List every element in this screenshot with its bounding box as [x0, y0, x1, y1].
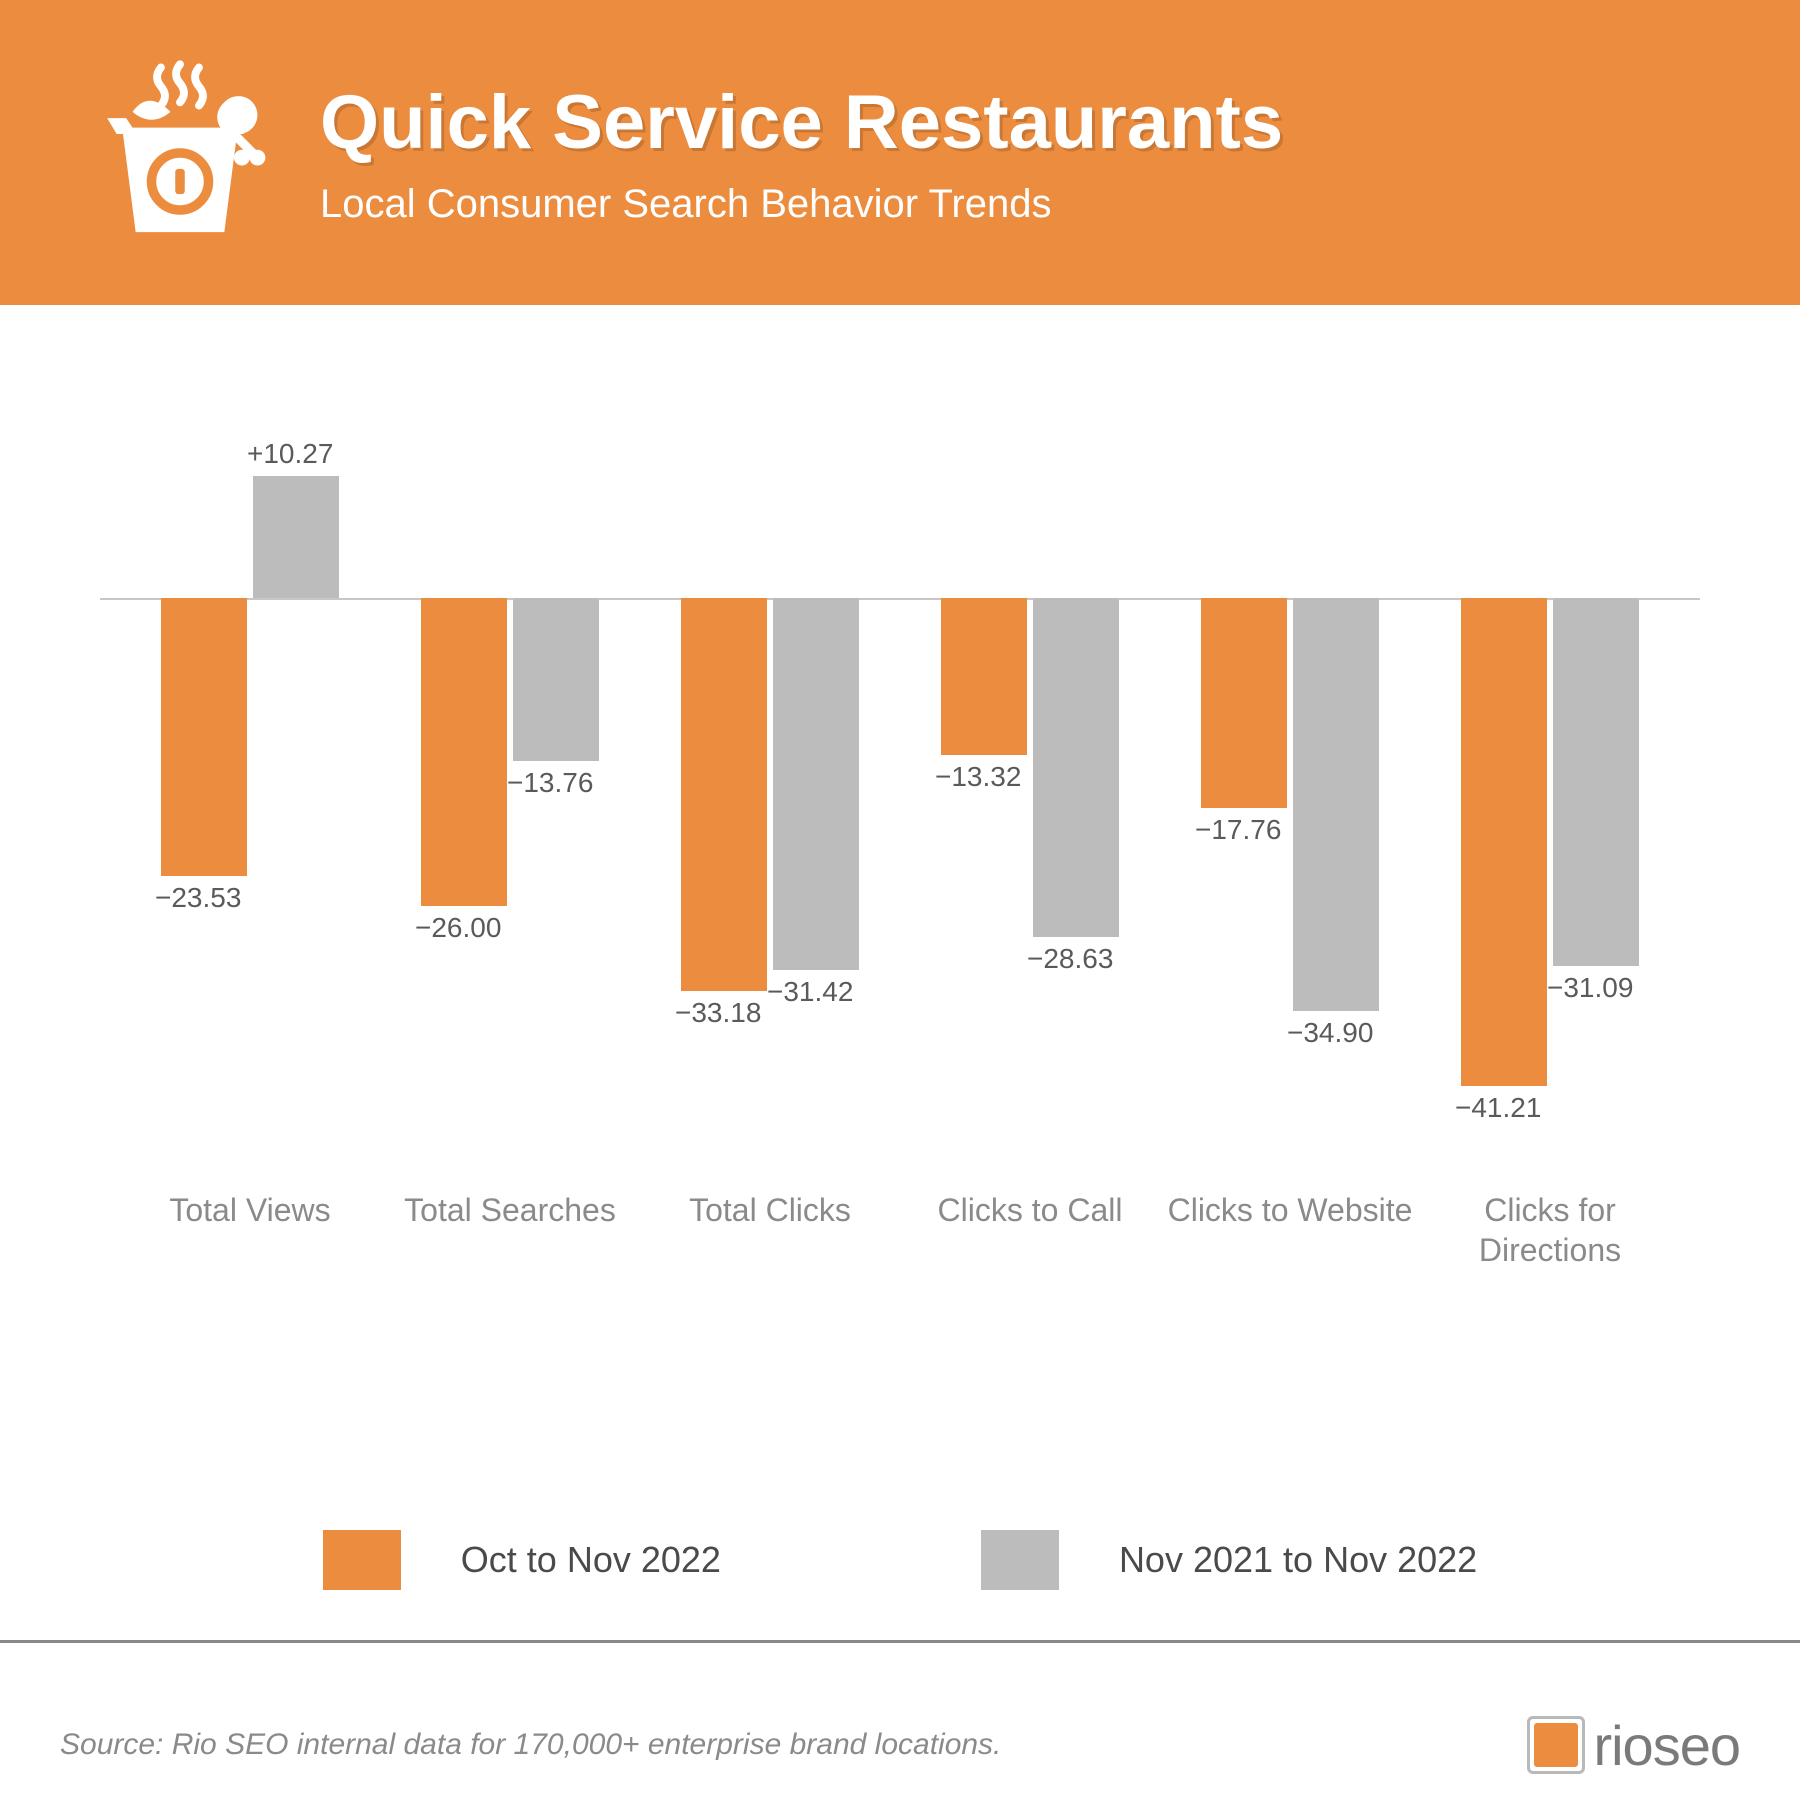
legend-label-b: Nov 2021 to Nov 2022 — [1119, 1539, 1477, 1581]
bar-value-label: −34.90 — [1287, 1017, 1373, 1049]
bar — [1461, 598, 1547, 1086]
legend-swatch-b — [981, 1530, 1059, 1590]
page-title: Quick Service Restaurants — [320, 79, 1283, 166]
bar-value-label: −28.63 — [1027, 943, 1113, 975]
category-label: Total Clicks — [640, 1190, 900, 1230]
bar — [421, 598, 507, 906]
bar — [773, 598, 859, 970]
bar — [161, 598, 247, 877]
chart-group: −23.53 +10.27 Total Views — [120, 420, 380, 1440]
bar-value-label: −33.18 — [675, 997, 761, 1029]
logo-primary: rio — [1593, 1714, 1652, 1777]
logo-text: rioseo — [1593, 1713, 1740, 1778]
legend-item-a: Oct to Nov 2022 — [323, 1530, 721, 1590]
bar — [513, 598, 599, 761]
bar-value-label: −26.00 — [415, 912, 501, 944]
chart-legend: Oct to Nov 2022 Nov 2021 to Nov 2022 — [0, 1520, 1800, 1600]
bar-value-label: −13.76 — [507, 767, 593, 799]
category-label: Clicks for Directions — [1420, 1190, 1680, 1270]
bar-chart: −23.53 +10.27 Total Views −26.00 −13.76 Total… — [100, 420, 1700, 1440]
category-label: Total Views — [120, 1190, 380, 1230]
header: Quick Service Restaurants Local Consumer… — [0, 0, 1800, 305]
source-text: Source: Rio SEO internal data for 170,00… — [60, 1728, 1001, 1762]
legend-label-a: Oct to Nov 2022 — [461, 1539, 721, 1581]
header-text: Quick Service Restaurants Local Consumer… — [320, 79, 1283, 227]
bar — [941, 598, 1027, 756]
bar-value-label: +10.27 — [247, 438, 333, 470]
category-label: Total Searches — [380, 1190, 640, 1230]
bar — [1201, 598, 1287, 808]
bar — [253, 476, 339, 598]
chart-group: −26.00 −13.76 Total Searches — [380, 420, 640, 1440]
chart-group: −41.21 −31.09 Clicks for Directions — [1420, 420, 1680, 1440]
logo-mark-icon — [1527, 1716, 1585, 1774]
bar-value-label: −13.32 — [935, 761, 1021, 793]
footer-rule — [0, 1640, 1800, 1643]
legend-swatch-a — [323, 1530, 401, 1590]
bar — [681, 598, 767, 991]
bar-value-label: −17.76 — [1195, 814, 1281, 846]
chart-group: −13.32 −28.63 Clicks to Call — [900, 420, 1160, 1440]
chart-group: −33.18−31.42 Total Clicks — [640, 420, 900, 1440]
category-label: Clicks to Website — [1160, 1190, 1420, 1230]
bar — [1033, 598, 1119, 937]
bar-value-label: −31.09 — [1547, 972, 1633, 1004]
bar-value-label: −41.21 — [1455, 1092, 1541, 1124]
footer: Source: Rio SEO internal data for 170,00… — [0, 1650, 1800, 1800]
takeout-box-icon — [80, 53, 280, 253]
bar-value-label: −31.42 — [767, 976, 853, 1008]
bar — [1553, 598, 1639, 966]
category-label: Clicks to Call — [900, 1190, 1160, 1230]
logo-secondary: seo — [1653, 1714, 1740, 1777]
brand-logo: rioseo — [1527, 1713, 1740, 1778]
page: Quick Service Restaurants Local Consumer… — [0, 0, 1800, 1800]
bar — [1293, 598, 1379, 1011]
chart-group: −17.76 −34.90 Clicks to Website — [1160, 420, 1420, 1440]
page-subtitle: Local Consumer Search Behavior Trends — [320, 182, 1283, 227]
legend-item-b: Nov 2021 to Nov 2022 — [981, 1530, 1477, 1590]
bar-value-label: −23.53 — [155, 882, 241, 914]
